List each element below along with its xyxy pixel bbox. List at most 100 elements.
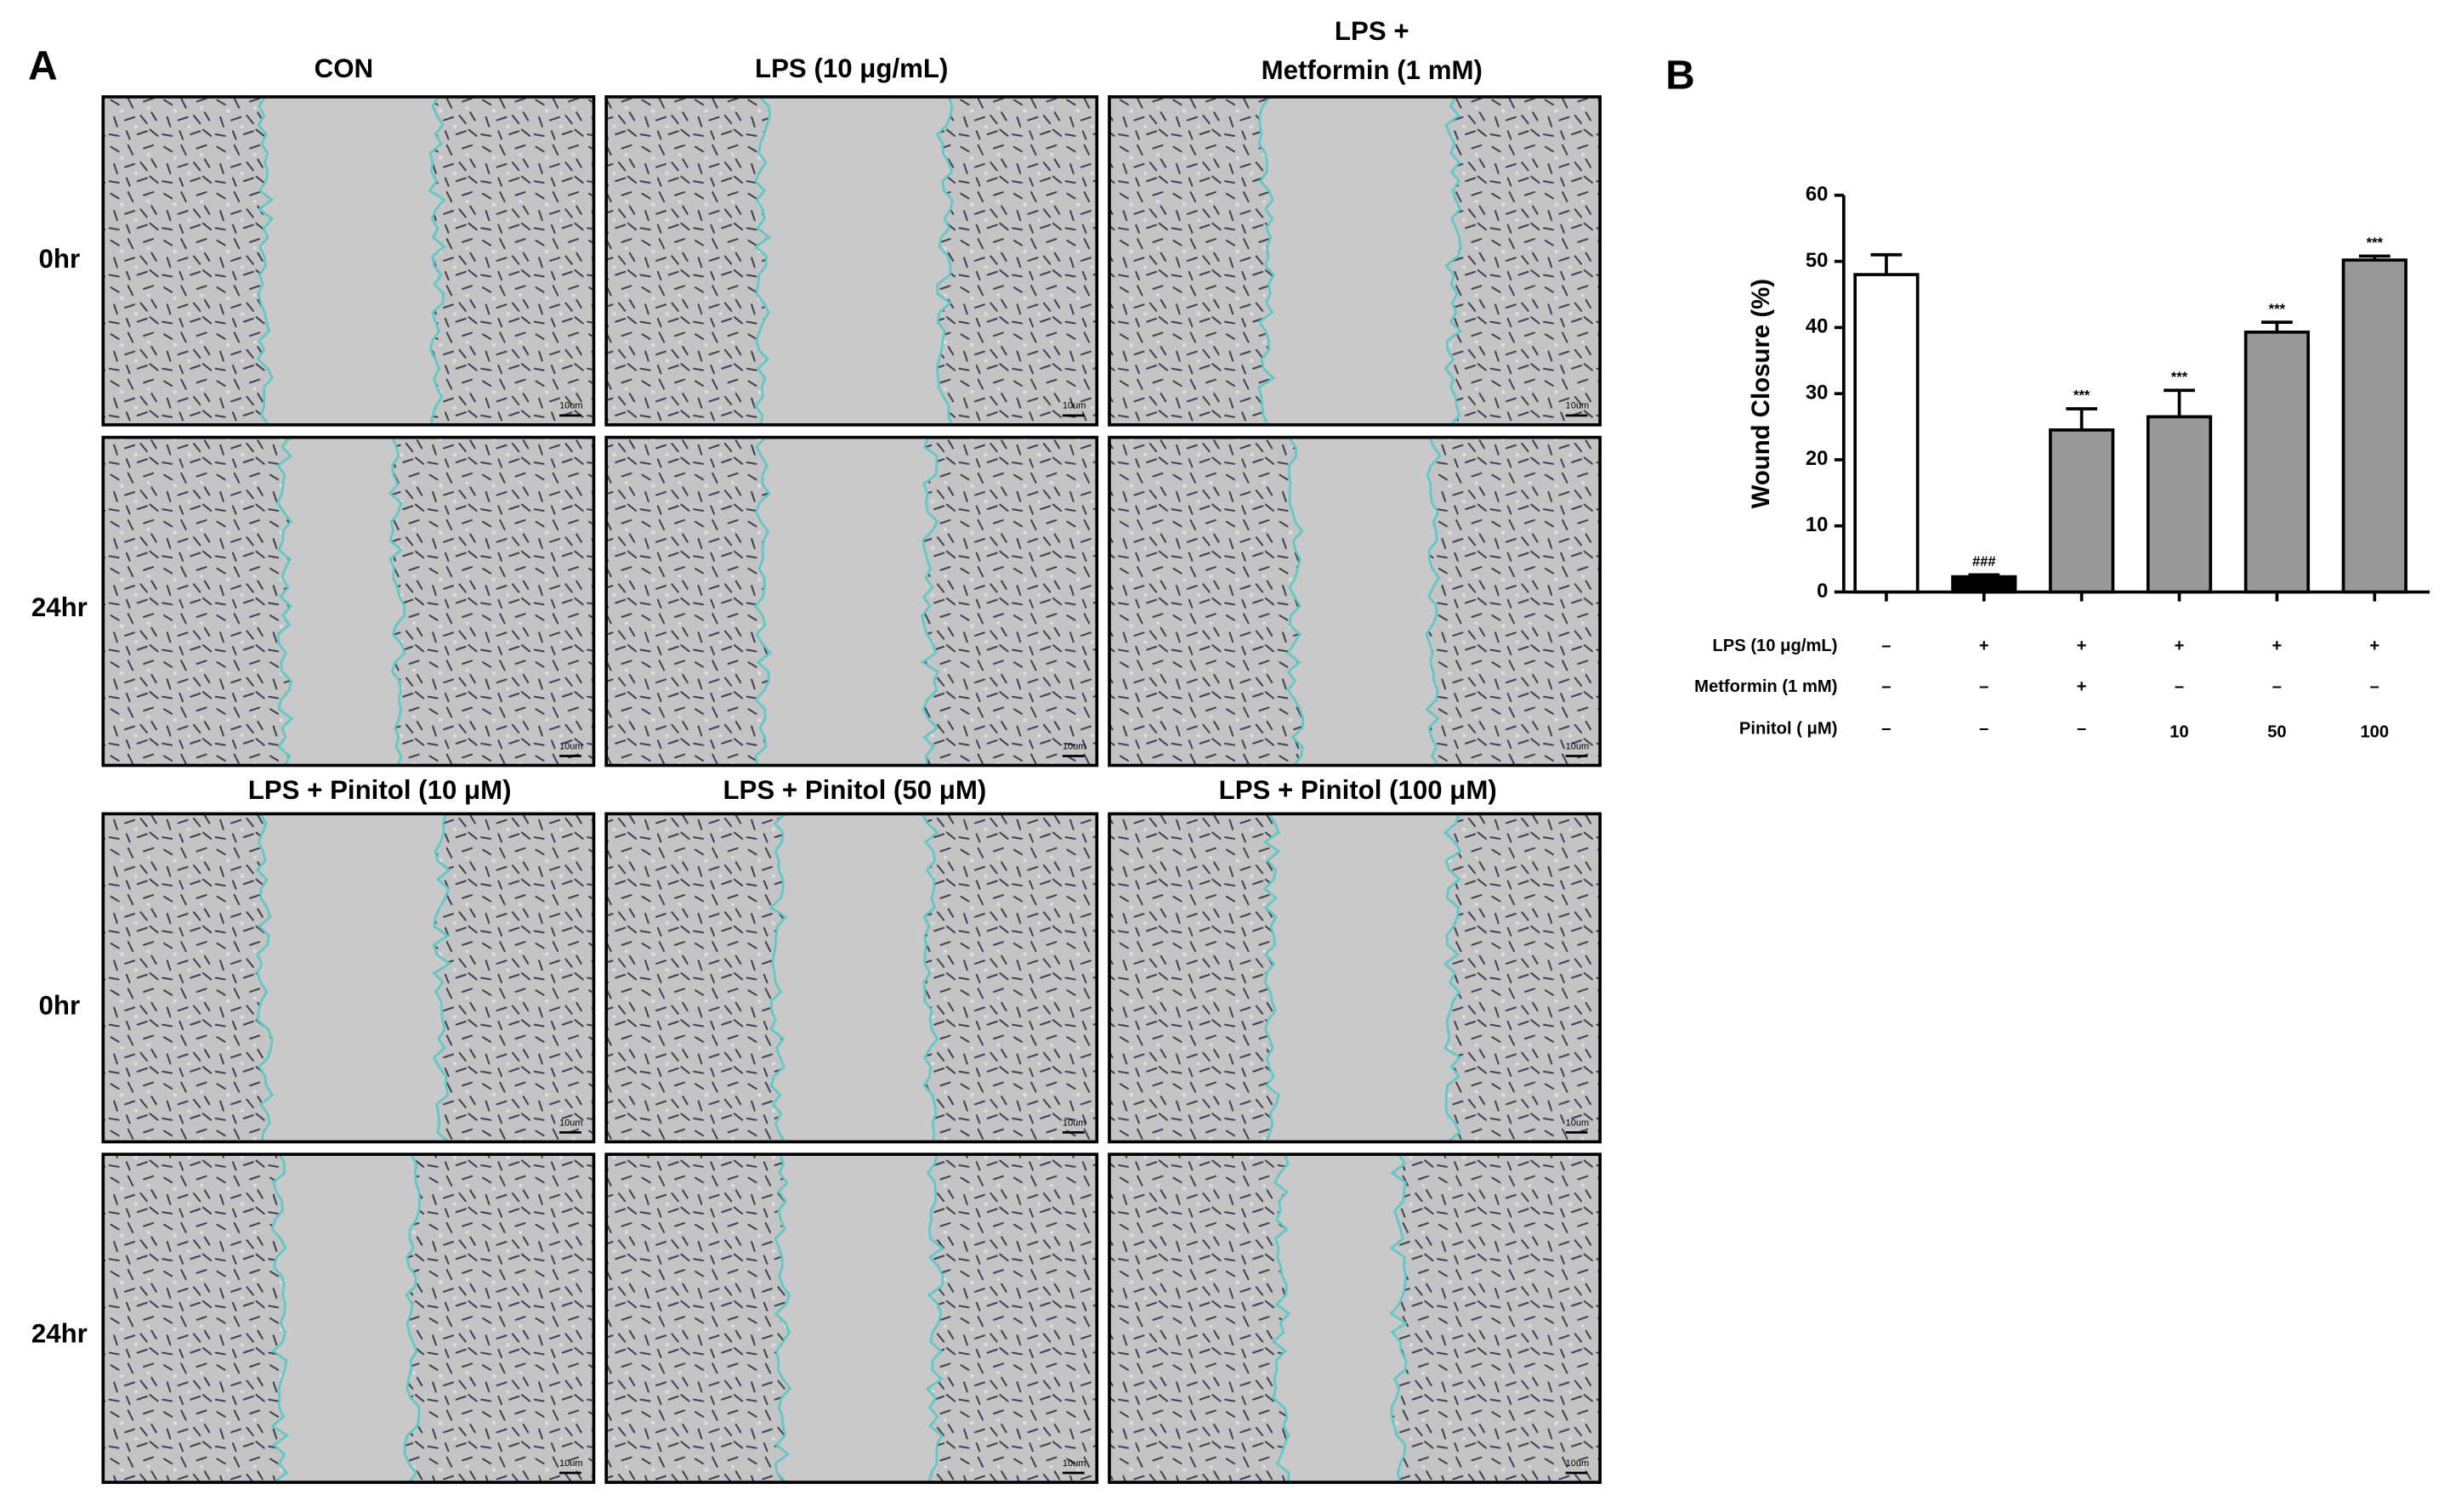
micrographs: 10um 10um 10um 10um 10um 10um 10um 10um 10um 10um… (101, 95, 1602, 1484)
y-tick-label: 40 (1806, 315, 1829, 338)
y-tick-label: 20 (1806, 447, 1829, 470)
wound-gap (1259, 96, 1460, 425)
image-border (1108, 95, 1602, 427)
y-tick-label: 10 (1806, 513, 1829, 536)
micrograph: 10um (101, 812, 596, 1144)
y-tick-label: 60 (1806, 183, 1829, 206)
column-title: LPS + Pinitol (100 μM) (1219, 775, 1497, 805)
significance-label: *** (2171, 369, 2188, 385)
treatment-cell: + (2077, 677, 2087, 696)
micrograph: 10um (604, 95, 1099, 427)
wound-gap (1273, 1154, 1407, 1483)
wound-gap (755, 96, 953, 425)
treatment-cell: 100 (2360, 722, 2389, 741)
treatment-cell: – (2370, 677, 2379, 696)
treatment-cell: – (1881, 720, 1891, 739)
image-border (101, 1152, 596, 1484)
wound-edge (1257, 96, 1276, 426)
wound-edge (256, 96, 275, 426)
treatment-cell: 50 (2267, 722, 2286, 741)
image-border (101, 95, 596, 427)
scale-bar-label: 10um (1566, 741, 1590, 751)
wound-gap (755, 437, 939, 766)
wound-edge (1286, 436, 1305, 767)
image-border (101, 812, 596, 1144)
micrograph: 10um (604, 435, 1099, 767)
wound-edge (753, 436, 773, 766)
micrograph: 10um (604, 1152, 1099, 1484)
bar (2341, 258, 2407, 594)
treatment-cell: – (2272, 677, 2282, 696)
significance-label: *** (2367, 235, 2384, 251)
micrograph: 10um (604, 812, 1099, 1144)
scale-bar-label: 10um (1566, 1458, 1590, 1469)
treatment-label: LPS (10 μg/mL) (1712, 637, 1837, 655)
panel-label: B (1665, 54, 1695, 99)
column-title: CON (315, 54, 373, 83)
treatment-cell: 10 (2169, 722, 2188, 741)
wound-edge (276, 436, 294, 767)
image-border (604, 435, 1099, 767)
column-title: LPS + (1335, 16, 1409, 46)
wound-gap (277, 437, 405, 766)
wound-gap (1288, 437, 1441, 766)
column-title: LPS + Pinitol (50 μM) (723, 775, 986, 805)
treatment-cell: + (2077, 637, 2087, 655)
treatment-cell: + (1979, 637, 1989, 655)
row-label: 24hr (31, 592, 88, 622)
scale-bar-label: 10um (559, 1118, 583, 1128)
wound-edge (255, 813, 275, 1142)
scale-bar-label: 10um (1566, 1118, 1590, 1128)
scale-bar-label: 10um (559, 1458, 583, 1469)
scale-bar-label: 10um (1063, 1118, 1086, 1128)
wound-edge (403, 1153, 421, 1483)
bar (1853, 273, 1920, 594)
treatment-cell: + (2272, 637, 2283, 655)
wound-edge (1425, 437, 1442, 767)
significance-label: *** (2269, 301, 2286, 317)
wound-edge (428, 96, 446, 426)
scale-bar-label: 10um (559, 401, 583, 411)
wound-gap (1265, 813, 1460, 1142)
row-label: 24hr (31, 1319, 88, 1349)
image-border (1108, 435, 1602, 767)
treatment-cell: – (1881, 637, 1891, 655)
wound-edge (935, 96, 954, 426)
wound-edge (920, 437, 939, 766)
treatment-cell: – (2175, 677, 2184, 696)
column-title: Metformin (1 mM) (1262, 55, 1483, 85)
scale-bar-label: 10um (1063, 741, 1086, 751)
bar (2049, 428, 2115, 594)
image-border (604, 812, 1099, 1144)
treatment-label: Pinitol ( μM) (1739, 720, 1838, 739)
wound-gap (258, 96, 445, 425)
bar-chart: 0 10 20 30 40 50 60 Wound Closure (%) ### *** *** *… (1694, 183, 2430, 741)
wound-edge (1389, 1153, 1408, 1483)
scale-bar-label: 10um (559, 741, 583, 751)
wound-edge (1443, 813, 1462, 1143)
micrograph: 10um (101, 1152, 596, 1484)
bar (2146, 415, 2213, 594)
row-label: 0hr (39, 991, 81, 1021)
scale-bar-label: 10um (1063, 401, 1086, 411)
column-title: LPS + Pinitol (10 μM) (248, 775, 512, 805)
wound-edge (270, 1153, 290, 1484)
wound-gap (272, 1154, 420, 1483)
micrograph: 10um (1108, 435, 1602, 767)
wound-edge (1271, 1153, 1290, 1483)
wound-edge (774, 1153, 792, 1484)
micrograph: 10um (101, 95, 596, 427)
y-tick-label: 50 (1806, 249, 1829, 272)
treatment-label: Metformin (1 mM) (1694, 677, 1837, 696)
treatment-cell: + (2369, 637, 2379, 655)
wound-edge (753, 95, 772, 426)
wound-edge (1262, 813, 1281, 1142)
treatment-cell: – (1979, 677, 1988, 696)
y-tick-label: 0 (1817, 580, 1828, 603)
panel-label: A (28, 43, 58, 88)
wound-gap (770, 813, 938, 1142)
micrograph: 10um (101, 435, 596, 767)
significance-label: ### (1972, 553, 1996, 569)
wound-edge (768, 813, 788, 1143)
wound-edge (388, 437, 406, 766)
